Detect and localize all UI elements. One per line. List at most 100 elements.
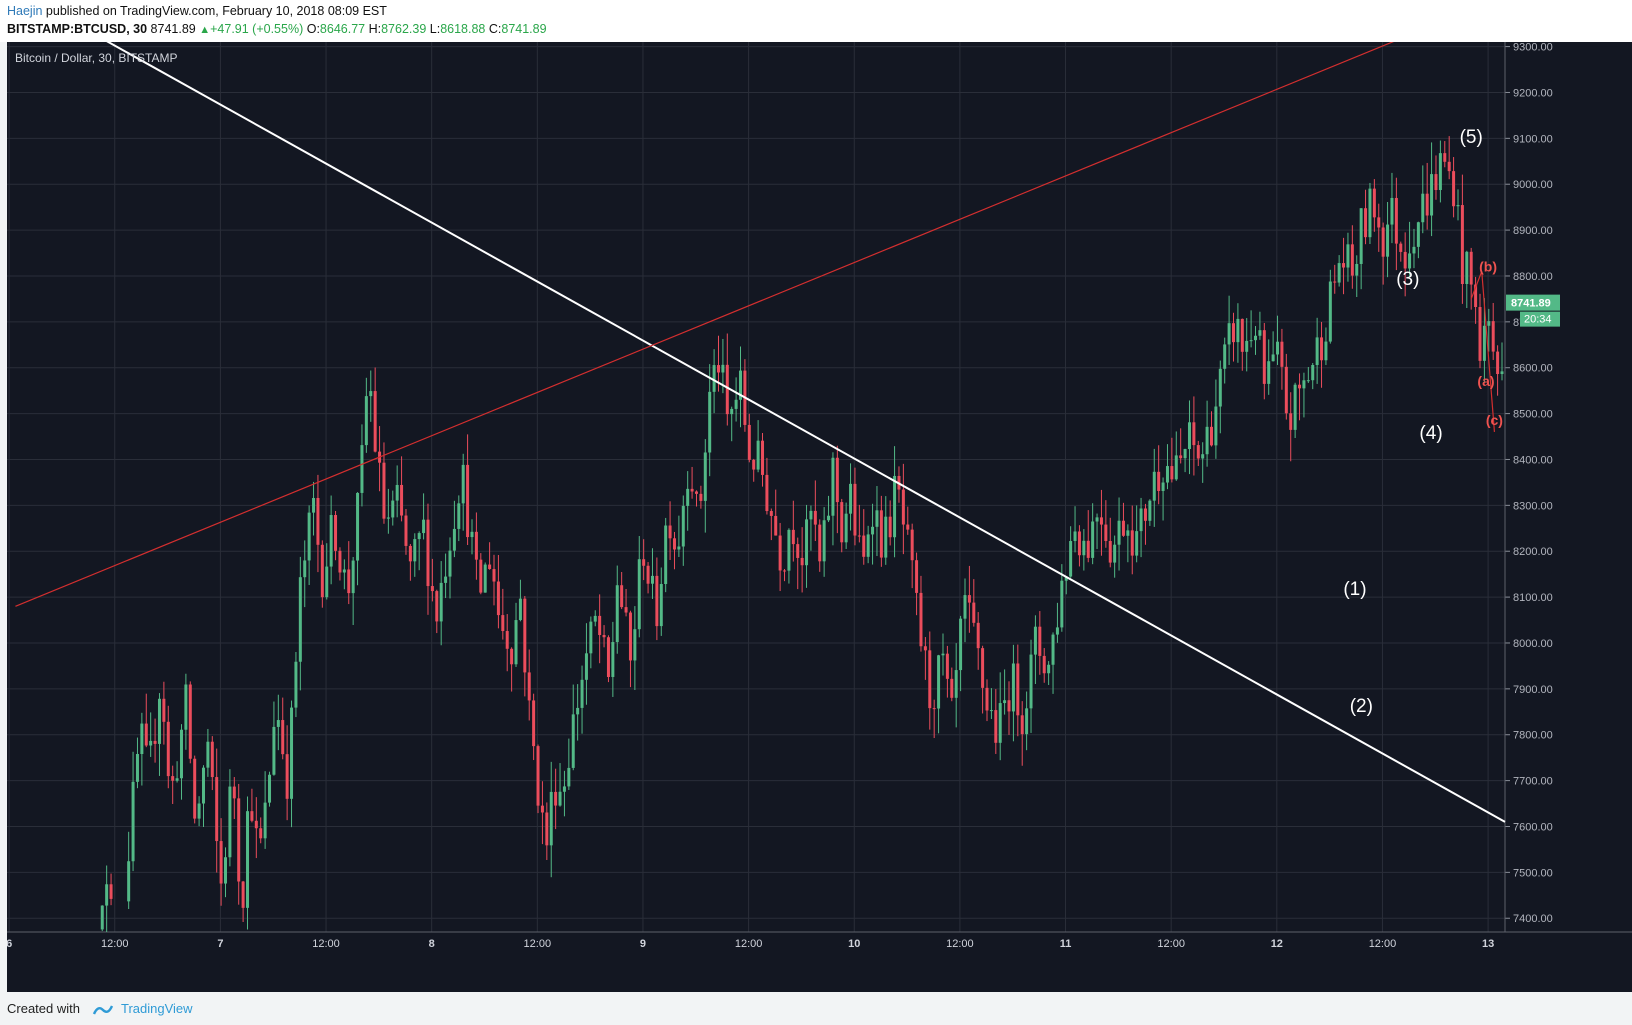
y-tick-label: 7600.00 — [1513, 821, 1553, 833]
candle-body — [747, 424, 751, 460]
trendline-red — [1470, 271, 1483, 300]
candle-body — [131, 781, 135, 862]
candle-body — [100, 905, 104, 930]
candle-body — [1478, 307, 1482, 361]
candle-body — [232, 786, 236, 799]
chart-container[interactable]: 9300.00 9200.00 9100.00 9000.00 8900.00 8800.… — [7, 42, 1632, 992]
candle-body — [1491, 321, 1495, 352]
candle-body — [694, 491, 698, 494]
candle-body — [1007, 700, 1011, 712]
candle-body — [1232, 323, 1236, 343]
candle-body — [479, 559, 483, 593]
candle-body — [1126, 530, 1130, 536]
last-price-tag — [1506, 294, 1560, 311]
candle-body — [1430, 174, 1434, 216]
header-bar: Haejin published on TradingView.com, Feb… — [0, 0, 1632, 42]
author-link[interactable]: Haejin — [7, 4, 43, 18]
candle-body — [430, 586, 434, 592]
candle-body — [298, 577, 302, 662]
candle-body — [1214, 406, 1218, 446]
candle-body — [1443, 153, 1447, 162]
candle-body — [1236, 318, 1240, 343]
candle-body — [822, 520, 826, 562]
candle-body — [606, 637, 610, 677]
candle-body — [532, 700, 536, 747]
candle-body — [188, 684, 192, 759]
candle-body — [624, 607, 628, 613]
candle-body — [1113, 544, 1117, 563]
candle-body — [364, 396, 368, 446]
candle-body — [580, 679, 584, 708]
candle-body — [1051, 634, 1055, 665]
candle-body — [400, 484, 404, 516]
tradingview-brand-link[interactable]: TradingView — [121, 1001, 193, 1016]
candle-body — [382, 462, 386, 519]
y-tick-label: 9200.00 — [1513, 87, 1553, 99]
candle-body — [1016, 663, 1020, 716]
candle-body — [954, 670, 958, 698]
x-tick-label: 8 — [429, 938, 435, 950]
candle-body — [716, 365, 720, 373]
candle-body — [813, 510, 817, 525]
candle-body — [303, 560, 307, 578]
candle-body — [1205, 426, 1209, 455]
candle-body — [827, 515, 831, 521]
candle-body — [1302, 380, 1306, 389]
candle-body — [1196, 445, 1200, 459]
candle-body — [272, 726, 276, 775]
candle-body — [334, 515, 338, 551]
candle-body — [1267, 361, 1271, 384]
candle-body — [1086, 540, 1090, 558]
candle-body — [246, 811, 250, 908]
high-label: H: — [368, 22, 382, 36]
candle-body — [545, 812, 549, 846]
candle-body — [184, 684, 188, 730]
candle-body — [241, 881, 245, 908]
candle-body — [633, 629, 637, 661]
candle-body — [567, 767, 571, 787]
candle-body — [1042, 655, 1046, 674]
publish-line: Haejin published on TradingView.com, Feb… — [7, 4, 387, 18]
candle-body — [1298, 384, 1302, 389]
wave-label: (1) — [1343, 579, 1366, 600]
candle-body — [840, 502, 844, 543]
candle-body — [901, 489, 905, 525]
candle-body — [435, 591, 439, 622]
candle-body — [413, 539, 417, 562]
x-tick-label: 12:00 — [946, 938, 974, 950]
candle-body — [338, 550, 342, 573]
y-tick-label: 9100.00 — [1513, 133, 1553, 145]
candle-body — [910, 529, 914, 561]
candle-body — [175, 778, 179, 781]
price-axis-area — [1505, 42, 1632, 932]
candle-body — [1262, 330, 1266, 384]
candle-body — [1082, 540, 1086, 556]
candle-body — [1359, 208, 1363, 264]
candle-body — [1187, 422, 1191, 450]
wave-label: (c) — [1486, 412, 1503, 428]
candle-body — [135, 753, 139, 782]
candle-body — [290, 707, 294, 799]
candle-body — [153, 740, 157, 744]
candle-body — [1077, 531, 1081, 556]
candle-body — [774, 515, 778, 536]
candle-body — [835, 457, 839, 503]
candle-body — [1170, 466, 1174, 480]
candle-body — [1355, 263, 1359, 276]
price-chart[interactable]: 9300.00 9200.00 9100.00 9000.00 8900.00 8800.… — [7, 42, 1632, 992]
candle-body — [1465, 251, 1469, 284]
y-tick-label: 8100.00 — [1513, 592, 1553, 604]
candle-body — [1276, 341, 1280, 355]
wave-label: (3) — [1396, 269, 1419, 290]
candle-body — [254, 820, 258, 829]
candle-body — [1403, 251, 1407, 269]
candle-body — [417, 533, 421, 540]
y-tick-label: 9000.00 — [1513, 179, 1553, 191]
candle-body — [602, 634, 606, 638]
candle-body — [1271, 354, 1275, 362]
candle-body — [712, 365, 716, 392]
candle-body — [1311, 365, 1315, 381]
low-label: L: — [429, 22, 441, 36]
candle-body — [998, 703, 1002, 743]
candle-body — [1500, 371, 1504, 375]
